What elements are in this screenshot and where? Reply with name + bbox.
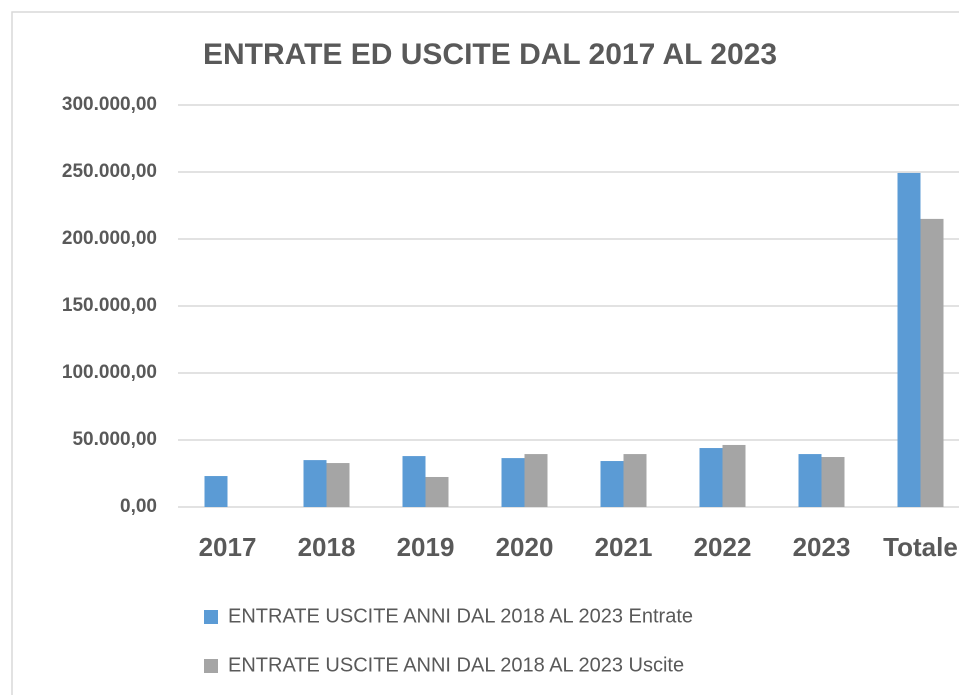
bar <box>600 461 624 507</box>
x-tick-label: Totale <box>883 532 958 562</box>
legend-swatch <box>204 610 218 624</box>
bar <box>821 457 845 507</box>
x-tick-label: 2018 <box>298 532 356 562</box>
bar <box>623 454 647 507</box>
bar <box>402 456 426 507</box>
bar <box>326 463 350 507</box>
y-tick-label: 200.000,00 <box>62 228 157 249</box>
x-tick-label: 2021 <box>595 532 653 562</box>
chart-title: ENTRATE ED USCITE DAL 2017 AL 2023 <box>203 38 777 71</box>
y-tick-label: 0,00 <box>120 496 157 517</box>
bar <box>897 172 921 508</box>
x-tick-label: 2019 <box>397 532 455 562</box>
x-tick-label: 2023 <box>793 532 851 562</box>
bar <box>798 454 822 507</box>
bar <box>204 476 228 507</box>
bar <box>722 444 746 507</box>
bar <box>501 458 525 507</box>
y-tick-label: 150.000,00 <box>62 295 157 316</box>
chart-border <box>11 11 959 695</box>
legend-label: ENTRATE USCITE ANNI DAL 2018 AL 2023 Usc… <box>228 654 684 676</box>
legend-label: ENTRATE USCITE ANNI DAL 2018 AL 2023 Ent… <box>228 605 693 627</box>
y-tick-label: 300.000,00 <box>62 94 157 115</box>
y-tick-label: 250.000,00 <box>62 161 157 182</box>
bar <box>524 454 548 507</box>
y-tick-label: 50.000,00 <box>72 429 157 450</box>
bar <box>699 448 723 507</box>
y-tick-label: 100.000,00 <box>62 362 157 383</box>
bar <box>920 218 944 507</box>
x-tick-label: 2020 <box>496 532 554 562</box>
x-tick-label: 2022 <box>694 532 752 562</box>
legend-swatch <box>204 659 218 673</box>
bar <box>425 476 449 507</box>
bar <box>303 460 327 507</box>
x-tick-label: 2017 <box>199 532 257 562</box>
